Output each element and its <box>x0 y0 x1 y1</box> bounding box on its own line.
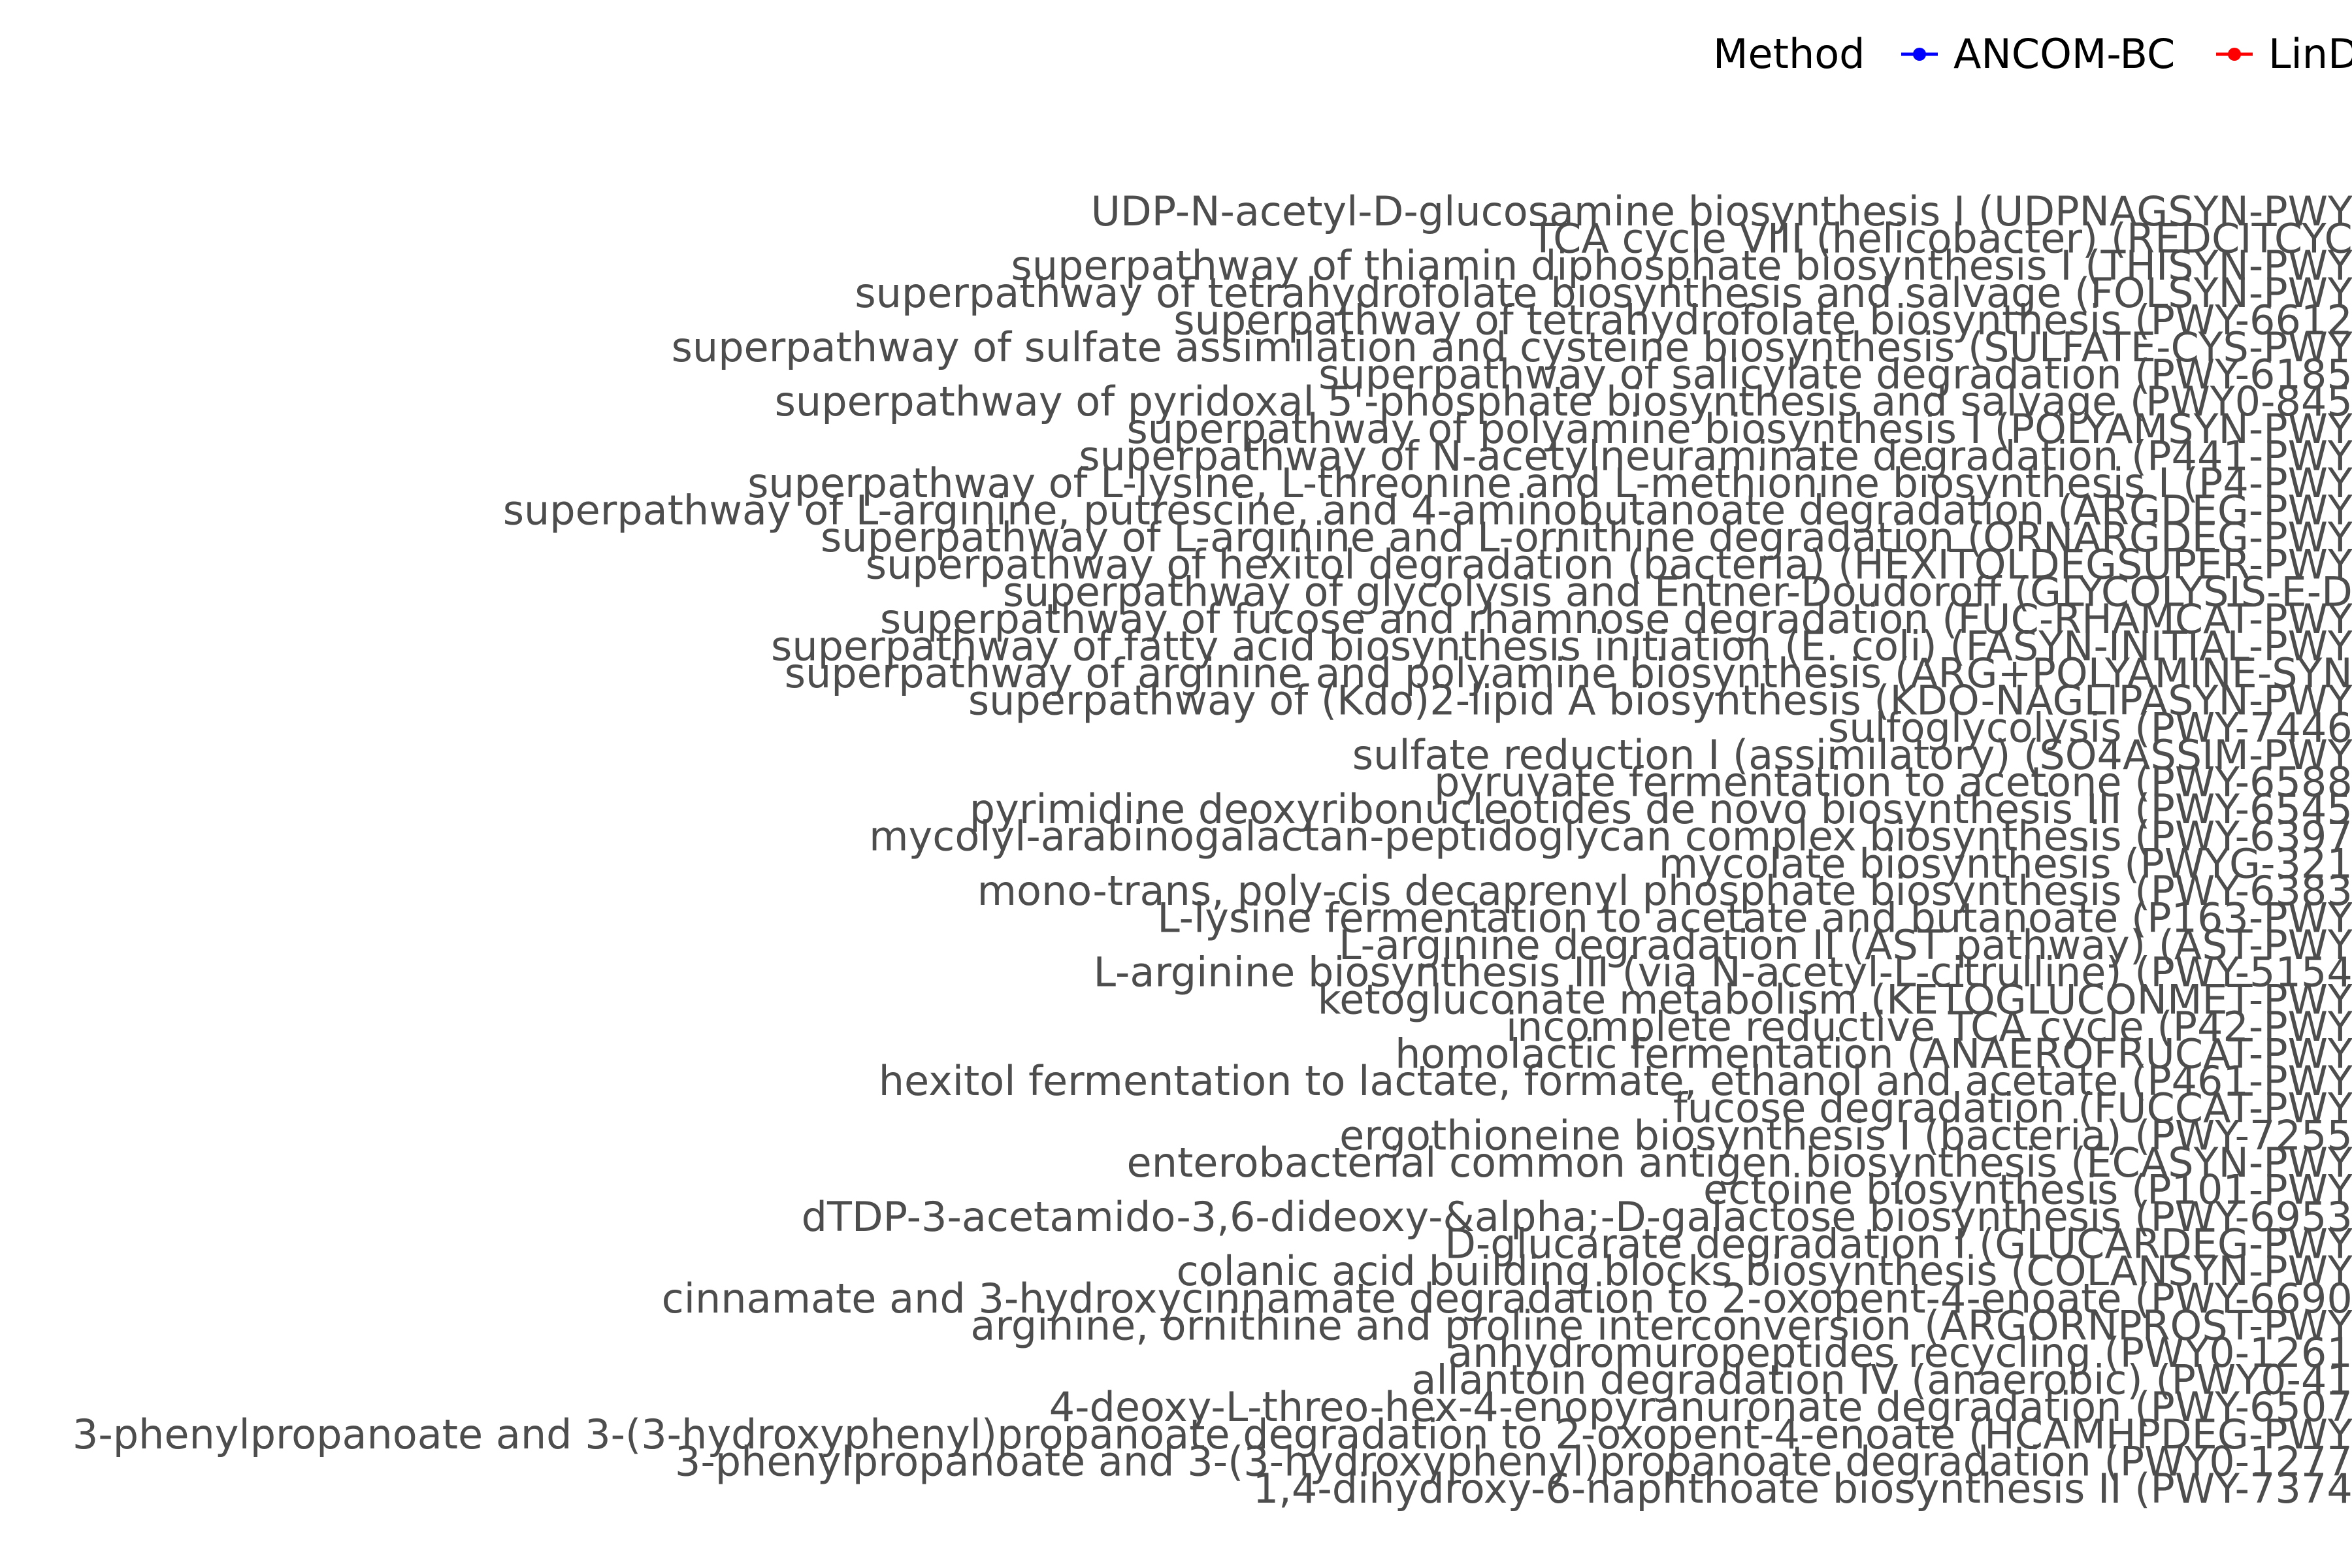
y-tick-label: superpathway of (Kdo)2-lipid A biosynthe… <box>968 677 2352 725</box>
y-tick-label: dTDP-3-acetamido-3,6-dideoxy-&alpha;-D-g… <box>802 1193 2352 1241</box>
y-tick-label: anhydromuropeptides recycling (PWY0-1261… <box>1448 1329 2352 1377</box>
y-tick-label: superpathway of arginine and polyamine b… <box>785 649 2352 697</box>
legend-label-1: ANCOM-BC <box>1953 30 2175 78</box>
y-tick-label: UDP-N-acetyl-D-glucosamine biosynthesis … <box>1091 188 2352 235</box>
y-tick-label: superpathway of polyamine biosynthesis I… <box>1126 405 2352 453</box>
y-tick-label: superpathway of tetrahydrofolate biosynt… <box>855 269 2352 317</box>
y-tick-label: superpathway of fatty acid biosynthesis … <box>771 623 2352 670</box>
y-tick-label: superpathway of glycolysis and Entner-Do… <box>1003 568 2352 615</box>
y-tick-label: enterobacterial common antigen biosynthe… <box>1127 1139 2352 1186</box>
legend-key-point-2 <box>2228 48 2241 61</box>
y-tick-label: 3-phenylpropanoate and 3-(3-hydroxypheny… <box>675 1437 2352 1485</box>
y-tick-label: superpathway of N-acetylneuraminate degr… <box>1079 432 2352 480</box>
legend: Method ANCOM-BC LinDA <box>1713 30 2352 78</box>
y-tick-label: superpathway of L-arginine and L-ornithi… <box>821 514 2352 561</box>
y-tick-label: D-glucarate degradation I (GLUCARDEG-PWY… <box>1445 1220 2352 1268</box>
y-tick-label: L-lysine fermentation to acetate and but… <box>1157 894 2352 941</box>
y-tick-label: colanic acid building blocks biosynthesi… <box>1177 1247 2352 1295</box>
y-tick-label: L-arginine biosynthesis III (via N-acety… <box>1094 949 2352 996</box>
y-tick-label: sulfoglycolysis (PWY-7446) <box>1828 704 2352 751</box>
legend-key-point-1 <box>1913 48 1926 61</box>
y-tick-label: pyrimidine deoxyribonucleotides de novo … <box>970 785 2352 833</box>
y-tick-label: superpathway of L-arginine, putrescine, … <box>503 487 2352 534</box>
y-tick-label: mycolyl-arabinogalactan-peptidoglycan co… <box>869 813 2352 860</box>
y-tick-label: incomplete reductive TCA cycle (P42-PWY) <box>1506 1003 2352 1051</box>
legend-title: Method <box>1713 30 1865 78</box>
y-tick-label: ectoine biosynthesis (P101-PWY) <box>1703 1166 2352 1213</box>
y-tick-label: 1,4-dihydroxy-6-naphthoate biosynthesis … <box>1253 1465 2352 1512</box>
y-tick-label: arginine, ornithine and proline intercon… <box>970 1301 2352 1349</box>
y-tick-label: sulfate reduction I (assimilatory) (SO4A… <box>1352 731 2352 779</box>
y-tick-label: ergothioneine biosynthesis I (bacteria) … <box>1339 1111 2352 1159</box>
y-tick-label: L-arginine degradation II (AST pathway) … <box>1339 921 2352 969</box>
y-tick-label: 3-phenylpropanoate and 3-(3-hydroxypheny… <box>73 1411 2352 1458</box>
y-tick-label: pyruvate fermentation to acetone (PWY-65… <box>1434 759 2352 806</box>
y-axis: UDP-N-acetyl-D-glucosamine biosynthesis … <box>73 188 2352 1512</box>
y-tick-label: 4-deoxy-L-threo-hex-4-enopyranuronate de… <box>1049 1383 2352 1431</box>
y-tick-label: superpathway of fucose and rhamnose degr… <box>880 595 2352 643</box>
y-tick-label: hexitol fermentation to lactate, formate… <box>879 1057 2352 1105</box>
y-tick-label: ketogluconate metabolism (KETOGLUCONMET-… <box>1318 975 2352 1023</box>
y-tick-label: superpathway of pyridoxal 5'-phosphate b… <box>775 378 2352 425</box>
y-tick-label: mycolate biosynthesis (PWYG-321) <box>1659 840 2352 887</box>
y-tick-label: superpathway of hexitol degradation (bac… <box>866 541 2352 589</box>
y-tick-label: superpathway of L-lysine, L-threonine an… <box>747 459 2352 507</box>
y-tick-label: mono-trans, poly-cis decaprenyl phosphat… <box>977 867 2352 915</box>
y-tick-label: fucose degradation (FUCCAT-PWY) <box>1673 1085 2352 1132</box>
y-tick-label: superpathway of tetrahydrofolate biosynt… <box>1173 296 2352 344</box>
y-tick-label: superpathway of salicylate degradation (… <box>1318 351 2352 399</box>
y-tick-label: allantoin degradation IV (anaerobic) (PW… <box>1411 1356 2352 1404</box>
y-tick-label: superpathway of sulfate assimilation and… <box>672 323 2352 371</box>
y-tick-label: homolactic fermentation (ANAEROFRUCAT-PW… <box>1395 1030 2352 1077</box>
y-tick-label: cinnamate and 3-hydroxycinnamate degrada… <box>662 1275 2352 1322</box>
y-tick-label: TCA cycle VIII (helicobacter) (REDCITCYC… <box>1530 215 2352 263</box>
legend-label-2: LinDA <box>2268 30 2352 78</box>
y-tick-label: superpathway of thiamin diphosphate bios… <box>1011 242 2352 289</box>
